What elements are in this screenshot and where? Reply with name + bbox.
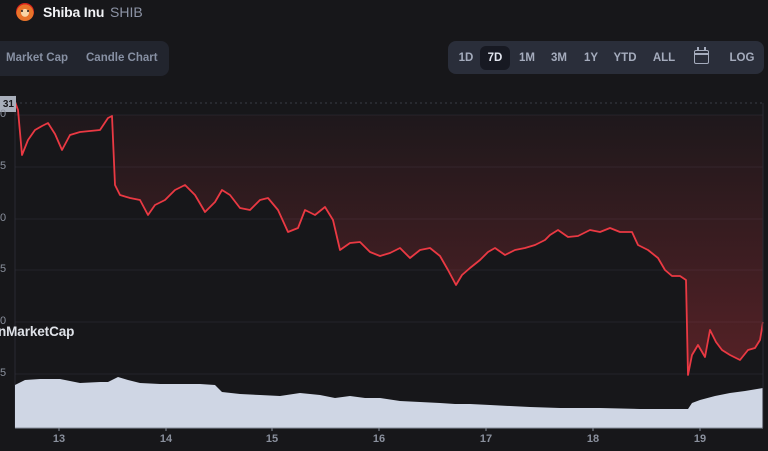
range-1m-button[interactable]: 1M	[519, 52, 535, 64]
y-axis-label: 5	[0, 160, 7, 172]
x-axis-label: 18	[586, 433, 600, 445]
range-7d-button[interactable]: 7D	[480, 46, 510, 70]
y-axis-label: 0	[0, 315, 7, 327]
y-axis-label: 0	[0, 108, 7, 120]
range-3m-button[interactable]: 3M	[551, 52, 567, 64]
price-line	[14, 101, 764, 376]
x-axis-label: 13	[52, 433, 66, 445]
tab-candle-chart[interactable]: Candle Chart	[86, 52, 158, 64]
shiba-inu-logo-icon	[16, 3, 34, 21]
current-price-tag: 31	[0, 96, 16, 112]
range-all-button[interactable]: ALL	[652, 52, 676, 64]
coinmarketcap-watermark: nMarketCap	[0, 324, 75, 339]
coin-header: Shiba Inu SHIB	[0, 0, 768, 26]
coin-symbol: SHIB	[110, 4, 143, 20]
price-fill-area	[15, 102, 763, 375]
x-axis-label: 14	[159, 433, 173, 445]
range-1y-button[interactable]: 1Y	[583, 52, 599, 64]
volume-area	[15, 377, 763, 428]
calendar-icon[interactable]	[694, 47, 709, 64]
range-ytd-button[interactable]: YTD	[613, 52, 637, 64]
range-1d-button[interactable]: 1D	[458, 52, 474, 64]
tab-market-cap[interactable]: Market Cap	[6, 52, 68, 64]
x-axis-label: 19	[693, 433, 707, 445]
x-axis-label: 16	[372, 433, 386, 445]
y-axis-label: 5	[0, 367, 7, 379]
log-scale-button[interactable]: LOG	[729, 52, 755, 64]
y-axis-label: 0	[0, 212, 7, 224]
time-range-selector: 1D 7D 1M 3M 1Y YTD ALL LOG	[448, 41, 764, 74]
y-axis-label: 5	[0, 263, 7, 275]
x-axis-label: 15	[265, 433, 279, 445]
coin-name: Shiba Inu	[43, 4, 105, 20]
x-axis-label: 17	[479, 433, 493, 445]
chart-view-tabs: Market Cap Candle Chart	[0, 41, 169, 76]
